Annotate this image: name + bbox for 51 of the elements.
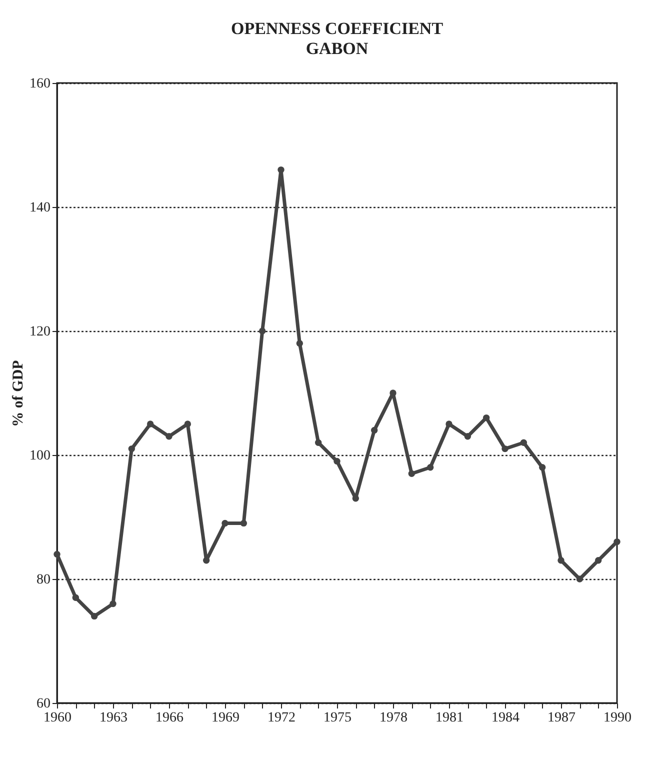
point (334, 458, 340, 465)
point (576, 576, 584, 582)
x-tick-label: 1975 (324, 710, 352, 726)
y-tick-label: 140 (30, 200, 50, 216)
point (166, 433, 172, 440)
y-tick-label: 120 (30, 324, 50, 340)
point (558, 557, 564, 564)
x-tick-label: 1960 (44, 710, 72, 726)
x-tick-label: 1990 (604, 710, 632, 726)
point (426, 464, 434, 471)
point (72, 594, 80, 601)
x-tick-label: 1966 (156, 710, 184, 726)
y-tick-label: 160 (30, 76, 50, 92)
chart-subtitle: GABON (306, 39, 369, 58)
point (520, 439, 528, 446)
y-tick-label: 60 (36, 696, 50, 712)
x-tick-label: 1969 (212, 710, 240, 726)
point (54, 550, 60, 558)
point (314, 439, 322, 446)
x-tick-label: 1978 (380, 710, 408, 726)
point (538, 464, 546, 471)
x-tick-label: 1984 (492, 710, 520, 726)
y-tick-label: 100 (30, 448, 50, 464)
point (240, 520, 248, 527)
point (614, 538, 620, 546)
point (278, 166, 284, 174)
x-tick-label: 1987 (548, 710, 576, 726)
point (352, 495, 360, 502)
point (222, 520, 228, 527)
point (128, 445, 136, 452)
point (390, 390, 396, 396)
y-axis-title: % of GDP (10, 360, 26, 427)
point (408, 470, 416, 477)
x-tick-label: 1963 (100, 710, 128, 726)
point (296, 340, 304, 347)
point (502, 445, 508, 452)
point (110, 600, 116, 608)
point (184, 420, 192, 428)
point (464, 433, 472, 440)
point (90, 612, 98, 620)
point (258, 328, 266, 334)
point (370, 426, 378, 434)
x-tick-label: 1981 (436, 710, 464, 726)
y-tick-label: 80 (36, 572, 50, 588)
point (446, 420, 452, 428)
point (146, 420, 154, 428)
point (594, 557, 602, 564)
point (202, 557, 210, 564)
x-tick-label: 1972 (268, 710, 296, 726)
point (482, 414, 490, 422)
chart-title: OPENNESS COEFFICIENT (230, 19, 444, 38)
